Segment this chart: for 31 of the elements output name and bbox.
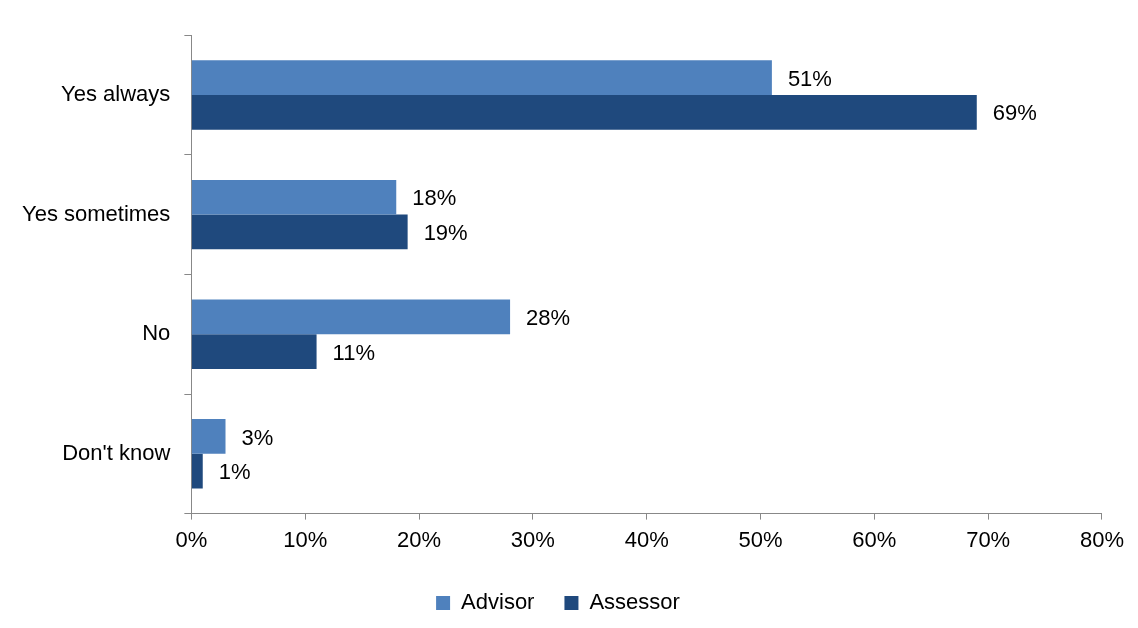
bar [191, 179, 397, 215]
bar [191, 95, 977, 130]
bar [191, 214, 408, 250]
data-label: 28% [526, 304, 571, 330]
x-tick-label: 70% [966, 526, 1011, 552]
x-tick-label: 30% [510, 526, 555, 552]
x-tick-label: 0% [175, 526, 208, 552]
x-tick-label: 60% [852, 526, 897, 552]
x-tick-label: 40% [624, 526, 669, 552]
bar [191, 299, 511, 335]
data-label: 69% [992, 100, 1037, 126]
x-tick-label: 10% [283, 526, 328, 552]
legend-label: Assessor [589, 589, 680, 615]
data-label: 3% [241, 424, 274, 450]
x-tick-label: 50% [738, 526, 783, 552]
x-tick-label: 20% [396, 526, 442, 552]
data-label: 51% [787, 65, 832, 91]
y-tick-label: No [142, 320, 171, 346]
legend-label: Advisor [461, 589, 535, 615]
x-tick-label: 80% [1079, 526, 1125, 552]
data-label: 1% [218, 459, 251, 485]
bar [191, 334, 317, 369]
bar [191, 419, 226, 454]
data-label: 11% [332, 339, 375, 365]
data-label: 18% [412, 185, 457, 211]
bar [191, 453, 203, 489]
y-tick-label: Yes always [61, 81, 171, 107]
y-tick-label: Yes sometimes [21, 200, 171, 226]
bar [191, 60, 772, 95]
y-tick-label: Don't know [62, 439, 171, 465]
data-label: 19% [423, 220, 468, 245]
